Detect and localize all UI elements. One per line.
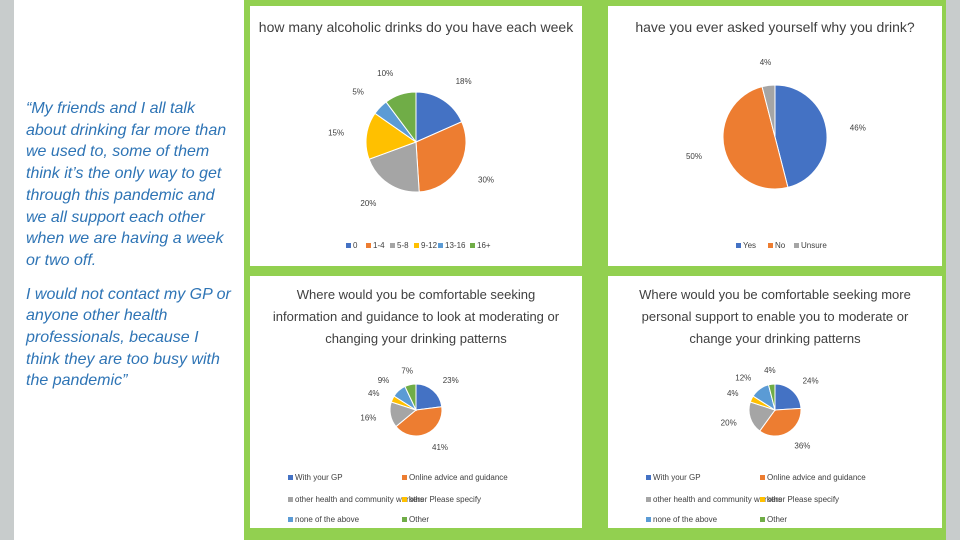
legend-swatch-9-12 bbox=[414, 243, 419, 248]
data-label-0: 18% bbox=[456, 77, 472, 86]
chart-panel-personal-support: Where would you be comfortable seeking m… bbox=[608, 276, 942, 528]
chart-title: how many alcoholic drinks do you have ea… bbox=[259, 19, 574, 35]
legend-entry-with-your-gp: With your GP bbox=[295, 473, 343, 482]
legend-swatch-16 bbox=[470, 243, 475, 248]
pie-slice-9-12 bbox=[365, 112, 418, 160]
legend-swatch-online-advice-and-guidance bbox=[402, 475, 407, 480]
chart-title: have you ever asked yourself why you dri… bbox=[635, 19, 915, 35]
legend-swatch-other bbox=[402, 517, 407, 522]
chart-weekly-drinks: how many alcoholic drinks do you have ea… bbox=[259, 19, 574, 250]
legend-entry-other: Other bbox=[767, 515, 787, 524]
chart-why-drink: have you ever asked yourself why you dri… bbox=[635, 19, 915, 250]
legend-entry-13-16: 13-16 bbox=[445, 241, 466, 250]
data-label-13-16: 5% bbox=[352, 88, 364, 97]
legend-entry-5-8: 5-8 bbox=[397, 241, 409, 250]
legend-swatch-other-please-specify bbox=[760, 497, 765, 502]
chart-title-line-3: changing your drinking patterns bbox=[325, 331, 507, 346]
legend-swatch-none-of-the-above bbox=[288, 517, 293, 522]
pie-slice-1-4 bbox=[415, 121, 467, 193]
legend-swatch-none-of-the-above bbox=[646, 517, 651, 522]
pie-slice-other bbox=[404, 383, 417, 411]
chart-title-line-2: information and guidance to look at mode… bbox=[273, 309, 560, 324]
legend-swatch-with-your-gp bbox=[646, 475, 651, 480]
data-label-with-your-gp: 24% bbox=[803, 377, 819, 386]
chart-title-line-2: personal support to enable you to modera… bbox=[642, 309, 909, 324]
data-label-other-health-and-community-workers: 20% bbox=[721, 419, 737, 428]
left-accent-bar bbox=[0, 0, 14, 540]
legend-entry-unsure: Unsure bbox=[801, 241, 827, 250]
legend-entry-online-advice-and-guidance: Online advice and guidance bbox=[767, 473, 866, 482]
legend-swatch-other bbox=[760, 517, 765, 522]
legend-swatch-online-advice-and-guidance bbox=[760, 475, 765, 480]
data-label-yes: 46% bbox=[850, 124, 866, 133]
chart-title-line-1: Where would you be comfortable seeking bbox=[297, 287, 535, 302]
data-label-other-please-specify: 4% bbox=[368, 389, 380, 398]
data-label-other-health-and-community-workers: 16% bbox=[360, 414, 376, 423]
legend-entry-none-of-the-above: none of the above bbox=[653, 515, 718, 524]
legend-entry-yes: Yes bbox=[743, 241, 756, 250]
pie-slice-5-8 bbox=[368, 141, 420, 193]
data-label-5-8: 20% bbox=[360, 199, 376, 208]
data-label-with-your-gp: 23% bbox=[443, 376, 459, 385]
legend-swatch-other-health-and-community-workers bbox=[288, 497, 293, 502]
data-label-online-advice-and-guidance: 41% bbox=[432, 443, 448, 452]
data-label-unsure: 4% bbox=[760, 58, 772, 67]
data-label-none-of-the-above: 9% bbox=[378, 376, 390, 385]
pie-slice-yes bbox=[774, 84, 828, 188]
quote-block: “My friends and I all talk about drinkin… bbox=[26, 98, 236, 404]
quote-paragraph-2: I would not contact my GP or anyone othe… bbox=[26, 285, 231, 390]
legend-swatch-no bbox=[768, 243, 773, 248]
data-label-none-of-the-above: 12% bbox=[735, 373, 751, 382]
legend-entry-other-please-specify: other Please specify bbox=[767, 495, 839, 504]
data-label-no: 50% bbox=[686, 152, 702, 161]
legend-entry-with-your-gp: With your GP bbox=[653, 473, 701, 482]
legend-swatch-with-your-gp bbox=[288, 475, 293, 480]
pie-slice-0 bbox=[415, 91, 463, 143]
legend-swatch-yes bbox=[736, 243, 741, 248]
legend-entry-none-of-the-above: none of the above bbox=[295, 515, 360, 524]
legend-entry-9-12: 9-12 bbox=[421, 241, 438, 250]
data-label-16: 10% bbox=[377, 69, 393, 78]
chart-panel-information-guidance: Where would you be comfortable seeking in… bbox=[250, 276, 582, 528]
legend-swatch-0 bbox=[346, 243, 351, 248]
pie-slice-with-your-gp bbox=[774, 383, 802, 411]
legend-entry-other-health-and-community-workers: other health and community workers bbox=[653, 495, 782, 504]
data-label-other-please-specify: 4% bbox=[727, 389, 739, 398]
data-label-other: 4% bbox=[764, 366, 776, 375]
chart-panel-why-drink: have you ever asked yourself why you dri… bbox=[608, 6, 942, 266]
pie-slice-with-your-gp bbox=[415, 383, 443, 411]
pie-slice-other bbox=[767, 383, 776, 411]
pie-slice-online-advice-and-guidance bbox=[395, 406, 443, 437]
pie-slice-no bbox=[722, 86, 789, 190]
chart-title-line-1: Where would you be comfortable seeking m… bbox=[639, 287, 911, 302]
chart-information-guidance: Where would you be comfortable seeking in… bbox=[273, 287, 560, 524]
legend-entry-1-4: 1-4 bbox=[373, 241, 385, 250]
data-label-9-12: 15% bbox=[328, 129, 344, 138]
legend-entry-other-please-specify: other Please specify bbox=[409, 495, 481, 504]
chart-panel-weekly-drinks: how many alcoholic drinks do you have ea… bbox=[250, 6, 582, 266]
legend-swatch-5-8 bbox=[390, 243, 395, 248]
pie-slice-unsure bbox=[761, 84, 776, 138]
data-label-other: 7% bbox=[401, 367, 413, 376]
legend-entry-0: 0 bbox=[353, 241, 358, 250]
legend-swatch-unsure bbox=[794, 243, 799, 248]
legend-swatch-13-16 bbox=[438, 243, 443, 248]
right-accent-bar bbox=[946, 0, 960, 540]
chart-personal-support: Where would you be comfortable seeking m… bbox=[639, 287, 911, 524]
legend-swatch-other-please-specify bbox=[402, 497, 407, 502]
pie-slice-online-advice-and-guidance bbox=[759, 407, 802, 437]
legend-entry-other: Other bbox=[409, 515, 429, 524]
pie-slice-16 bbox=[385, 91, 417, 144]
data-label-online-advice-and-guidance: 36% bbox=[794, 441, 810, 450]
legend-entry-other-health-and-community-workers: other health and community workers bbox=[295, 495, 424, 504]
legend-entry-no: No bbox=[775, 241, 786, 250]
legend-entry-16: 16+ bbox=[477, 241, 491, 250]
chart-title-line-3: change your drinking patterns bbox=[689, 331, 861, 346]
legend-entry-online-advice-and-guidance: Online advice and guidance bbox=[409, 473, 508, 482]
legend-swatch-1-4 bbox=[366, 243, 371, 248]
legend-swatch-other-health-and-community-workers bbox=[646, 497, 651, 502]
data-label-1-4: 30% bbox=[478, 176, 494, 185]
quote-paragraph-1: “My friends and I all talk about drinkin… bbox=[26, 100, 227, 269]
